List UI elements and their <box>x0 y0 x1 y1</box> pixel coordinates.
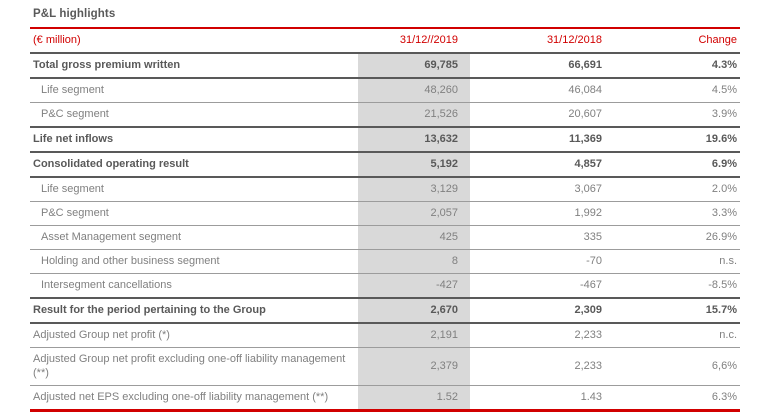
page-title: P&L highlights <box>30 6 740 29</box>
table-row: Consolidated operating result 5,192 4,85… <box>30 151 740 178</box>
header-unit-label: (€ million) <box>30 29 358 54</box>
value-2018: 1,992 <box>470 201 612 226</box>
value-2018: 66,691 <box>470 52 612 79</box>
value-2018: 1.43 <box>470 385 612 412</box>
row-label: Adjusted net EPS excluding one-off liabi… <box>30 385 358 412</box>
value-2018: -70 <box>470 249 612 274</box>
header-col-2019: 31/12//2019 <box>358 29 470 54</box>
pl-highlights-table: (€ million) 31/12//2019 31/12/2018 Chang… <box>30 29 740 412</box>
row-label: Asset Management segment <box>30 225 358 250</box>
value-2019: -427 <box>358 273 470 299</box>
value-2018: 2,233 <box>470 323 612 348</box>
table-row: Holding and other business segment 8 -70… <box>30 249 740 274</box>
value-2018: 335 <box>470 225 612 250</box>
value-2018: 46,084 <box>470 78 612 103</box>
row-label: Adjusted Group net profit (*) <box>30 323 358 348</box>
table-row: Total gross premium written 69,785 66,69… <box>30 52 740 79</box>
value-2019: 1.52 <box>358 385 470 412</box>
value-change: -8.5% <box>612 273 740 299</box>
table-row: Life net inflows 13,632 11,369 19.6% <box>30 126 740 153</box>
value-change: n.c. <box>612 323 740 348</box>
value-2019: 2,379 <box>358 347 470 386</box>
value-2019: 69,785 <box>358 52 470 79</box>
value-change: n.s. <box>612 249 740 274</box>
value-change: 6.3% <box>612 385 740 412</box>
table-header: (€ million) 31/12//2019 31/12/2018 Chang… <box>30 29 740 54</box>
value-2018: 2,233 <box>470 347 612 386</box>
value-change: 3.9% <box>612 102 740 128</box>
value-2018: 11,369 <box>470 126 612 153</box>
row-label: Life net inflows <box>30 126 358 153</box>
value-change: 15.7% <box>612 297 740 324</box>
row-label: Life segment <box>30 177 358 202</box>
value-2019: 2,670 <box>358 297 470 324</box>
value-2018: 3,067 <box>470 177 612 202</box>
row-label: Consolidated operating result <box>30 151 358 178</box>
header-col-change: Change <box>612 29 740 54</box>
value-change: 19.6% <box>612 126 740 153</box>
value-2018: 20,607 <box>470 102 612 128</box>
value-2019: 2,191 <box>358 323 470 348</box>
value-2018: -467 <box>470 273 612 299</box>
value-change: 2.0% <box>612 177 740 202</box>
value-change: 3.3% <box>612 201 740 226</box>
row-label: Life segment <box>30 78 358 103</box>
row-label: Intersegment cancellations <box>30 273 358 299</box>
value-2019: 425 <box>358 225 470 250</box>
row-label: P&C segment <box>30 102 358 128</box>
table-row: Life segment 3,129 3,067 2.0% <box>30 177 740 202</box>
row-label: Result for the period pertaining to the … <box>30 297 358 324</box>
value-change: 26.9% <box>612 225 740 250</box>
value-change: 4.3% <box>612 52 740 79</box>
row-label: Total gross premium written <box>30 52 358 79</box>
value-2019: 5,192 <box>358 151 470 178</box>
table-row: P&C segment 21,526 20,607 3.9% <box>30 102 740 128</box>
value-2019: 13,632 <box>358 126 470 153</box>
table-row: Life segment 48,260 46,084 4.5% <box>30 78 740 103</box>
table-row: Adjusted Group net profit (*) 2,191 2,23… <box>30 323 740 348</box>
header-row: (€ million) 31/12//2019 31/12/2018 Chang… <box>30 29 740 54</box>
table-row: P&C segment 2,057 1,992 3.3% <box>30 201 740 226</box>
table-row: Adjusted net EPS excluding one-off liabi… <box>30 385 740 412</box>
value-change: 6.9% <box>612 151 740 178</box>
header-col-2018: 31/12/2018 <box>470 29 612 54</box>
row-label: Adjusted Group net profit excluding one-… <box>30 347 358 386</box>
value-2019: 8 <box>358 249 470 274</box>
table-row: Adjusted Group net profit excluding one-… <box>30 347 740 386</box>
table-row: Result for the period pertaining to the … <box>30 297 740 324</box>
value-2018: 4,857 <box>470 151 612 178</box>
row-label: P&C segment <box>30 201 358 226</box>
value-2019: 2,057 <box>358 201 470 226</box>
pl-table-body: Total gross premium written 69,785 66,69… <box>30 52 740 412</box>
row-label: Holding and other business segment <box>30 249 358 274</box>
value-2018: 2,309 <box>470 297 612 324</box>
table-row: Asset Management segment 425 335 26.9% <box>30 225 740 250</box>
value-2019: 48,260 <box>358 78 470 103</box>
value-change: 6,6% <box>612 347 740 386</box>
table-row: Intersegment cancellations -427 -467 -8.… <box>30 273 740 299</box>
value-2019: 3,129 <box>358 177 470 202</box>
value-2019: 21,526 <box>358 102 470 128</box>
value-change: 4.5% <box>612 78 740 103</box>
